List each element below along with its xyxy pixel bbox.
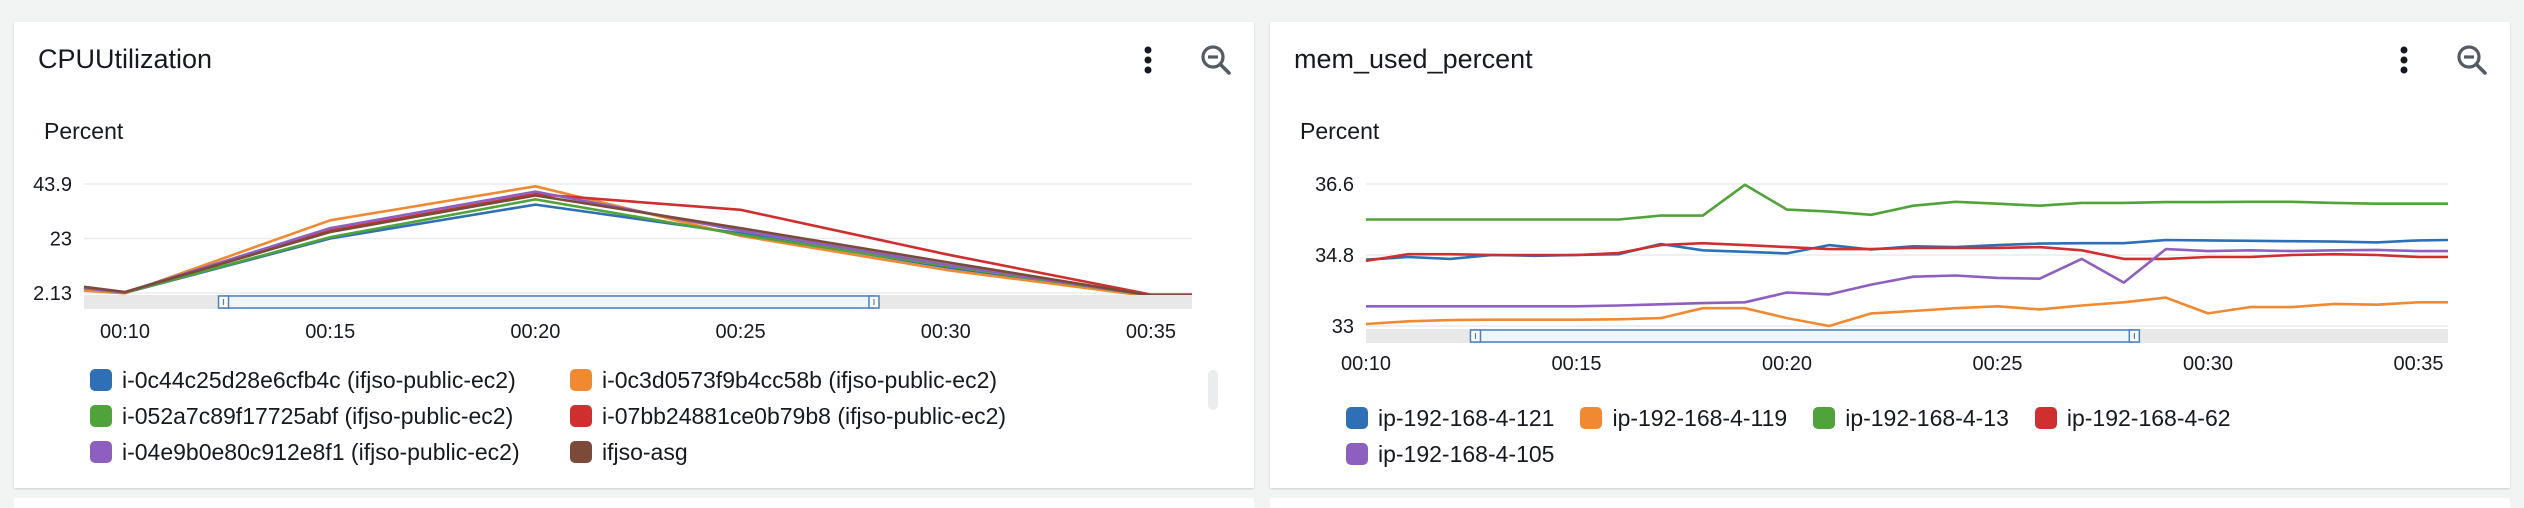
legend-swatch <box>2034 407 2057 429</box>
legend-item[interactable]: i-052a7c89f17725abf (ifjso-public-ec2) <box>90 398 570 434</box>
series-line[interactable] <box>1365 241 2448 263</box>
legend-label: ip-192-168-4-13 <box>1845 404 2009 431</box>
x-tick-label: 00:15 <box>305 321 355 343</box>
x-tick-label: 00:15 <box>1551 353 1601 375</box>
legend-swatch <box>90 369 112 391</box>
x-tick-label: 00:35 <box>1126 321 1176 343</box>
memory-chart[interactable]: 36.6 34.8 33 00:10 00:15 00:20 00:25 00:30 00:35 <box>1270 22 2510 402</box>
legend-label: ip-192-168-4-119 <box>1612 404 1788 431</box>
vertical-ellipsis-icon[interactable] <box>1128 40 1168 80</box>
legend-label: i-0c44c25d28e6cfb4c (ifjso-public-ec2) <box>122 366 516 393</box>
cpu-chart[interactable]: 43.9 23 2.13 00:10 00:15 00:20 00:25 00:30 00:35 <box>14 22 1254 362</box>
legend-swatch <box>570 441 592 463</box>
legend-label: i-04e9b0e80c912e8f1 (ifjso-public-ec2) <box>122 438 520 465</box>
next-widget-edge <box>1270 498 2510 508</box>
legend-scrollbar[interactable] <box>1208 370 1218 410</box>
vertical-ellipsis-icon[interactable] <box>2384 40 2424 80</box>
series-line[interactable] <box>1365 296 2448 328</box>
legend-swatch <box>90 441 112 463</box>
series-line[interactable] <box>1366 183 2448 221</box>
x-tick-label: 00:30 <box>921 321 971 343</box>
legend-item[interactable]: ip-192-168-4-13 <box>1813 400 2009 436</box>
y-tick-label: 43.9 <box>33 174 72 196</box>
cpu-utilization-widget: CPUUtilization Percent 43.9 23 2.13 00:10 00… <box>14 22 1254 488</box>
legend-item[interactable]: i-0c44c25d28e6cfb4c (ifjso-public-ec2) <box>90 362 570 398</box>
legend-label: i-07bb24881ce0b79b8 (ifjso-public-ec2) <box>602 402 1007 429</box>
x-tick-label: 00:25 <box>716 321 766 343</box>
legend-swatch <box>570 369 592 391</box>
y-axis-label: Percent <box>44 118 124 144</box>
time-range-selection[interactable] <box>222 295 875 309</box>
y-tick-label: 36.6 <box>1315 174 1354 196</box>
legend-item[interactable]: i-07bb24881ce0b79b8 (ifjso-public-ec2) <box>570 398 1130 434</box>
legend-item[interactable]: i-0c3d0573f9b4cc58b (ifjso-public-ec2) <box>570 362 1130 398</box>
legend-label: i-0c3d0573f9b4cc58b (ifjso-public-ec2) <box>602 366 998 393</box>
legend-swatch <box>1580 407 1603 429</box>
y-tick-label: 34.8 <box>1315 245 1354 267</box>
legend-item[interactable]: ip-192-168-4-121 <box>1346 400 1554 436</box>
next-widget-edge <box>14 498 1254 508</box>
time-range-selection[interactable] <box>1474 329 2136 343</box>
x-tick-label: 00:20 <box>510 321 560 343</box>
y-tick-label: 33 <box>1332 316 1354 338</box>
legend-item[interactable]: ip-192-168-4-62 <box>2034 400 2231 436</box>
y-tick-label: 23 <box>50 229 72 251</box>
x-tick-label: 00:25 <box>1972 353 2022 375</box>
chart-legend: ip-192-168-4-121 ip-192-168-4-119 ip-192-1… <box>1346 400 2466 472</box>
zoom-out-icon[interactable] <box>2452 40 2492 80</box>
legend-label: ifjso-asg <box>602 438 688 465</box>
mem-used-percent-widget: mem_used_percent Percent 36.6 34.8 33 00:10… <box>1270 22 2510 488</box>
chart-legend: i-0c44c25d28e6cfb4c (ifjso-public-ec2) i-… <box>90 362 1210 470</box>
zoom-out-icon[interactable] <box>1196 40 1236 80</box>
legend-item[interactable]: ip-192-168-4-105 <box>1346 436 1554 472</box>
legend-swatch <box>1346 443 1368 465</box>
legend-swatch <box>1813 407 1836 429</box>
series-line[interactable] <box>83 194 1192 297</box>
y-axis-label: Percent <box>1300 118 1380 144</box>
legend-swatch <box>90 405 112 427</box>
legend-item[interactable]: ifjso-asg <box>570 434 1130 470</box>
x-tick-label: 00:30 <box>2183 353 2233 375</box>
legend-item[interactable]: ip-192-168-4-119 <box>1580 400 1787 436</box>
legend-swatch <box>1346 407 1368 429</box>
x-tick-label: 00:35 <box>2393 353 2443 375</box>
series-line[interactable] <box>1366 247 2448 308</box>
legend-swatch <box>570 405 592 427</box>
widget-title: CPUUtilization <box>38 44 213 74</box>
x-tick-label: 00:10 <box>100 321 150 343</box>
legend-label: ip-192-168-4-105 <box>1378 440 1555 467</box>
legend-label: ip-192-168-4-62 <box>2066 404 2231 431</box>
y-tick-label: 2.13 <box>33 283 72 305</box>
legend-label: i-052a7c89f17725abf (ifjso-public-ec2) <box>122 402 514 429</box>
widget-title: mem_used_percent <box>1294 44 1533 74</box>
x-tick-label: 00:10 <box>1341 353 1391 375</box>
x-tick-label: 00:20 <box>1762 353 1812 375</box>
legend-label: ip-192-168-4-121 <box>1378 404 1555 431</box>
legend-item[interactable]: i-04e9b0e80c912e8f1 (ifjso-public-ec2) <box>90 434 570 470</box>
